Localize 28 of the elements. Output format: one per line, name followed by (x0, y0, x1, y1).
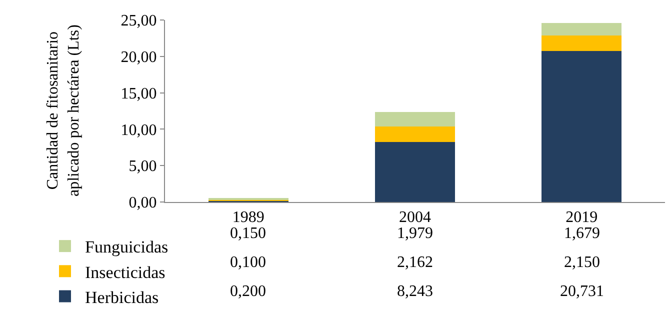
x-tick-label: 2004 (399, 209, 431, 226)
y-tick-label: 15,00 (120, 85, 157, 102)
bar (375, 126, 455, 142)
data-label: 20,731 (560, 283, 604, 300)
data-label: 1,979 (397, 225, 433, 242)
y-tick-label: 20,00 (120, 49, 157, 66)
y-tick-label: 0,00 (128, 194, 157, 212)
legend-label: Funguicidas (85, 238, 168, 257)
y-tick-label: 25,00 (120, 12, 157, 30)
bar (375, 112, 455, 126)
y-tick-label: 5,00 (128, 158, 157, 176)
x-tick-label: 2019 (566, 209, 598, 226)
data-label: 0,150 (230, 225, 266, 242)
bar (542, 35, 622, 52)
bar (542, 51, 622, 202)
data-label: 0,200 (230, 283, 266, 300)
y-axis-title: Cantidad de fitosanitario aplicado por hectárea (Lts) (44, 24, 82, 196)
bar (542, 23, 622, 36)
y-tick-label: 10,00 (120, 122, 157, 139)
data-label: 2,150 (564, 254, 600, 271)
legend-label: Insecticidas (85, 262, 166, 282)
data-label: 2,162 (397, 254, 433, 271)
data-label: 1,679 (564, 225, 600, 242)
legend-label: Herbicidas (85, 288, 159, 307)
data-label: 0,100 (230, 254, 266, 271)
x-tick-label: 1989 (232, 209, 264, 226)
bar (375, 142, 455, 202)
data-label: 8,243 (397, 283, 433, 300)
